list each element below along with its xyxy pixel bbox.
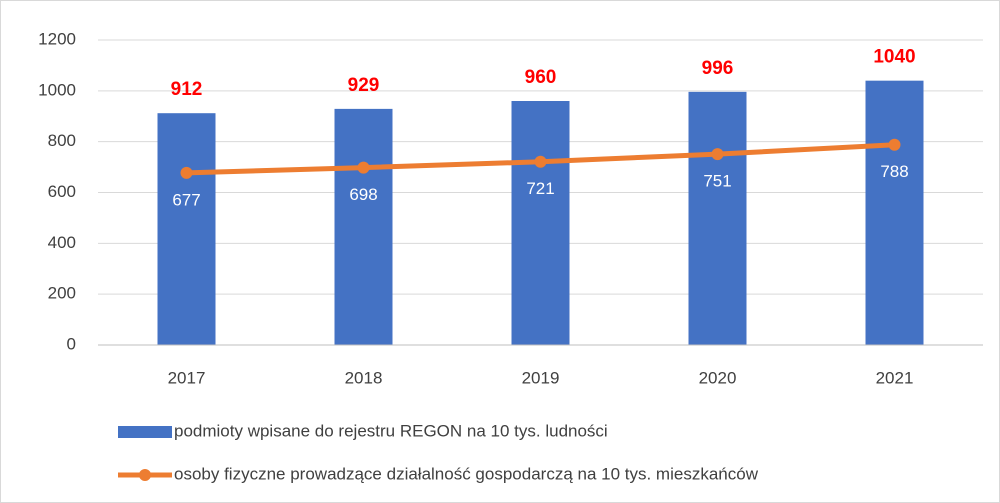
x-tick-label: 2021	[876, 368, 914, 387]
legend-swatch	[118, 426, 172, 438]
bar-value-label: 1040	[873, 47, 915, 68]
bar-value-label: 996	[702, 58, 734, 79]
x-tick-label: 2020	[699, 368, 737, 387]
legend-label: podmioty wpisane do rejestru REGON na 10…	[174, 421, 608, 440]
bar-value-label: 912	[171, 79, 203, 100]
bar	[511, 101, 570, 345]
y-tick-label: 600	[48, 182, 76, 201]
line-point	[534, 155, 547, 168]
bar	[157, 113, 216, 345]
y-tick-label: 1200	[38, 29, 76, 48]
line-point	[357, 161, 370, 174]
bar-value-label: 929	[348, 75, 380, 96]
line-value-label: 721	[526, 179, 554, 198]
line-value-label: 751	[703, 172, 731, 191]
legend-label: osoby fizyczne prowadzące działalność go…	[174, 464, 759, 483]
y-tick-label: 800	[48, 131, 76, 150]
line-value-label: 788	[880, 162, 908, 181]
y-tick-label: 0	[67, 334, 76, 353]
bar	[865, 80, 924, 346]
y-tick-label: 200	[48, 284, 76, 303]
line-value-label: 677	[172, 190, 200, 209]
x-tick-label: 2018	[345, 368, 383, 387]
y-tick-label: 400	[48, 233, 76, 252]
line-point	[888, 138, 901, 151]
y-tick-label: 1000	[38, 80, 76, 99]
line-point	[180, 166, 193, 179]
legend-swatch-marker	[139, 469, 151, 481]
bar	[688, 91, 747, 345]
bar	[334, 108, 393, 345]
line-point	[711, 148, 724, 161]
x-tick-label: 2017	[168, 368, 206, 387]
x-tick-label: 2019	[522, 368, 560, 387]
bar-value-label: 960	[525, 67, 557, 88]
line-value-label: 698	[349, 185, 377, 204]
